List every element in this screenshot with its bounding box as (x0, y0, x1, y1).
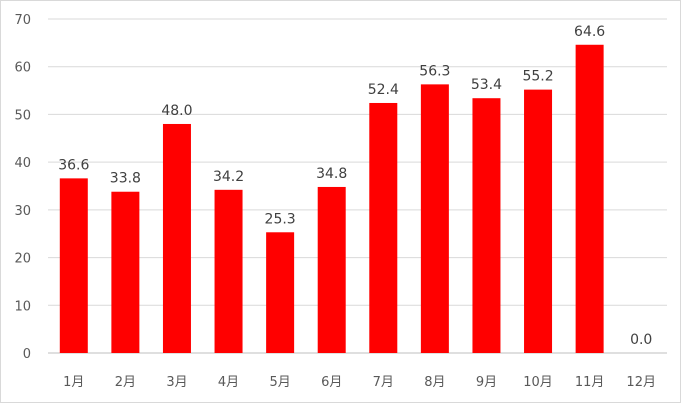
data-label: 34.2 (213, 169, 244, 185)
y-axis: 0 10 20 30 40 50 60 70 (14, 13, 31, 362)
x-tick-label: 4月 (218, 375, 239, 390)
bar (59, 178, 88, 353)
x-tick-label: 11月 (575, 375, 605, 390)
bar (317, 186, 346, 353)
y-tick-label: 60 (14, 61, 31, 76)
y-tick-label: 0 (23, 347, 31, 362)
data-label: 48.0 (161, 103, 192, 119)
data-label: 53.4 (471, 77, 502, 93)
bar (575, 44, 604, 353)
gridlines (48, 18, 667, 354)
x-tick-label: 5月 (269, 375, 290, 390)
bar (266, 232, 295, 353)
data-label: 52.4 (368, 82, 399, 98)
y-tick-label: 20 (14, 252, 31, 267)
bar (472, 98, 501, 353)
y-tick-label: 30 (14, 204, 31, 219)
data-label: 56.3 (419, 63, 450, 79)
bar (420, 84, 449, 354)
data-label: 55.2 (522, 69, 553, 85)
bar (162, 123, 191, 353)
data-label: 0.0 (630, 332, 652, 348)
x-tick-label: 12月 (626, 375, 656, 390)
data-label: 34.8 (316, 166, 347, 182)
data-label: 64.6 (574, 24, 605, 40)
bar (111, 191, 140, 353)
data-labels: 36.6 33.8 48.0 34.2 25.3 34.8 52.4 56.3 53.4 55.2… (58, 24, 652, 348)
x-tick-label: 3月 (166, 375, 187, 390)
y-tick-label: 10 (14, 299, 31, 314)
x-tick-label: 10月 (523, 375, 553, 390)
y-tick-label: 70 (14, 13, 31, 28)
y-tick-label: 50 (14, 108, 31, 123)
data-label: 25.3 (265, 211, 296, 227)
x-tick-label: 9月 (476, 375, 497, 390)
bar (524, 89, 553, 354)
x-tick-label: 7月 (373, 375, 394, 390)
x-tick-label: 1月 (63, 375, 84, 390)
bar (369, 102, 398, 353)
x-tick-label: 8月 (424, 375, 445, 390)
x-tick-label: 2月 (115, 375, 136, 390)
data-label: 33.8 (110, 171, 141, 187)
bar (214, 189, 243, 353)
x-axis: 1月 2月 3月 4月 5月 6月 7月 8月 9月 10月 11月 12月 (63, 375, 656, 390)
y-tick-label: 40 (14, 156, 31, 171)
bars (59, 44, 604, 354)
data-label: 36.6 (58, 157, 89, 173)
x-tick-label: 6月 (321, 375, 342, 390)
